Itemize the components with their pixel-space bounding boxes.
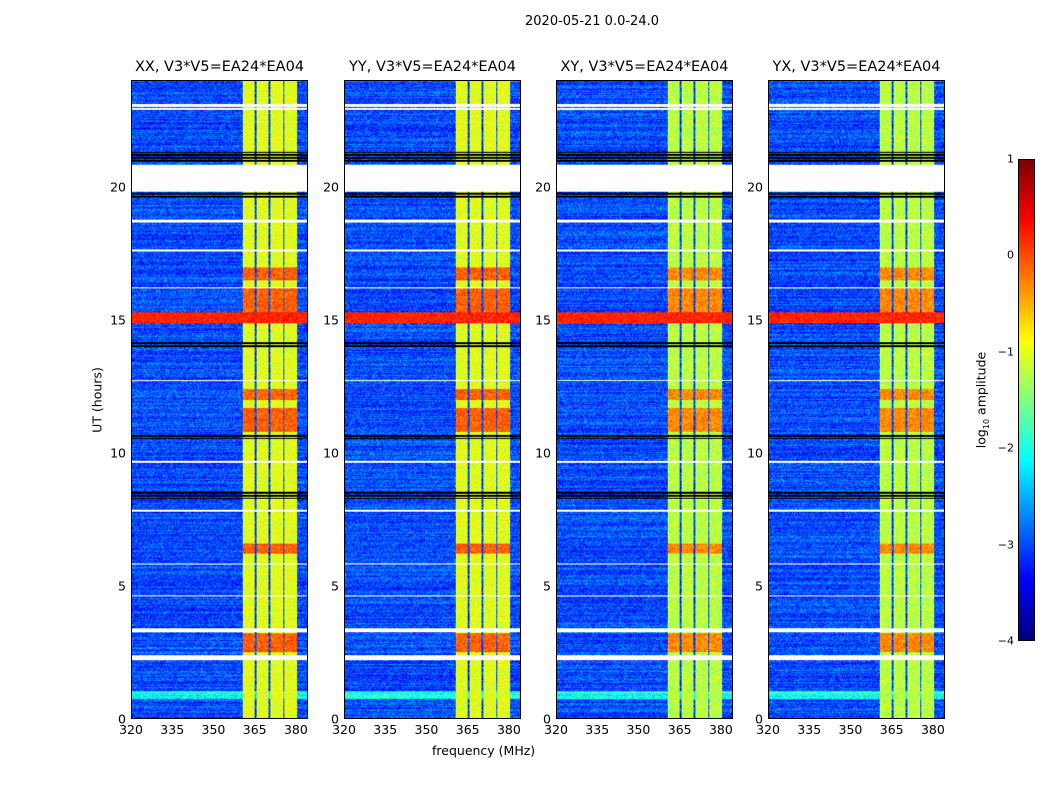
y-tick-label: 15: [747, 312, 763, 328]
y-tick-label: 5: [331, 578, 339, 594]
y-tick-label: 20: [747, 179, 763, 194]
y-tick-label: 20: [535, 179, 551, 194]
y-tick-label: 5: [118, 578, 126, 594]
x-tick-label: 365: [455, 722, 480, 737]
y-tick-label: 0: [331, 711, 339, 727]
panel-title: YY, V3*V5=EA24*EA04: [349, 59, 516, 75]
x-tick-label: 350: [201, 722, 226, 737]
x-tick-label: 335: [585, 722, 610, 737]
panel-heatmap: [344, 80, 521, 719]
figure-title: 2020-05-21 0.0-24.0: [525, 14, 659, 29]
panel-title: XY, V3*V5=EA24*EA04: [560, 59, 729, 75]
x-tick-label: 380: [496, 722, 521, 737]
x-tick-label: 365: [879, 722, 904, 737]
y-axis-label: UT (hours): [89, 367, 105, 433]
y-tick-label: 10: [535, 445, 551, 461]
y-tick-label: 15: [323, 312, 339, 328]
colorbar-tick-label: 0: [1007, 248, 1014, 262]
x-tick-label: 365: [242, 722, 267, 737]
y-tick-label: 0: [118, 711, 126, 727]
panel-title: YX, V3*V5=EA24*EA04: [772, 59, 941, 75]
colorbar-tick-label: −1: [997, 345, 1014, 359]
x-tick-label: 380: [920, 722, 945, 737]
y-tick-label: 15: [110, 312, 126, 328]
panel-title: XX, V3*V5=EA24*EA04: [134, 59, 305, 75]
panel-heatmap: [768, 80, 945, 719]
y-tick-label: 0: [543, 711, 551, 727]
colorbar-label-main: log: [973, 429, 989, 449]
y-tick-label: 10: [323, 445, 339, 461]
colorbar-label-rest: amplitude: [973, 351, 989, 419]
y-tick-label: 0: [755, 711, 763, 727]
y-tick-label: 5: [543, 578, 551, 594]
colorbar-tick-label: −2: [997, 441, 1014, 455]
x-tick-label: 320: [332, 722, 356, 737]
y-tick-label: 10: [110, 445, 126, 461]
colorbar-tick-label: −4: [997, 634, 1014, 648]
panel-heatmap: [556, 80, 733, 719]
x-tick-label: 320: [119, 722, 143, 737]
y-tick-label: 10: [747, 445, 763, 461]
y-tick-label: 20: [110, 179, 126, 194]
x-tick-label: 350: [838, 722, 863, 737]
colorbar-label-sub: 10: [981, 418, 991, 430]
colorbar-label: log10 amplitude: [973, 352, 991, 448]
panel-heatmap: [131, 80, 308, 719]
y-tick-label: 5: [755, 578, 763, 594]
x-tick-label: 380: [283, 722, 308, 737]
colorbar-tick-label: −3: [997, 538, 1014, 552]
x-tick-label: 365: [667, 722, 692, 737]
x-tick-label: 335: [373, 722, 398, 737]
x-axis-label: frequency (MHz): [432, 743, 536, 758]
x-tick-label: 350: [414, 722, 439, 737]
x-tick-label: 380: [708, 722, 733, 737]
x-tick-label: 320: [756, 722, 780, 737]
x-tick-label: 350: [626, 722, 651, 737]
colorbar-tick-label: 1: [1007, 152, 1014, 166]
colorbar: [1018, 159, 1035, 641]
y-tick-label: 20: [323, 179, 339, 194]
x-tick-label: 320: [544, 722, 568, 737]
x-tick-label: 335: [797, 722, 822, 737]
x-tick-label: 335: [160, 722, 185, 737]
y-tick-label: 15: [535, 312, 551, 328]
